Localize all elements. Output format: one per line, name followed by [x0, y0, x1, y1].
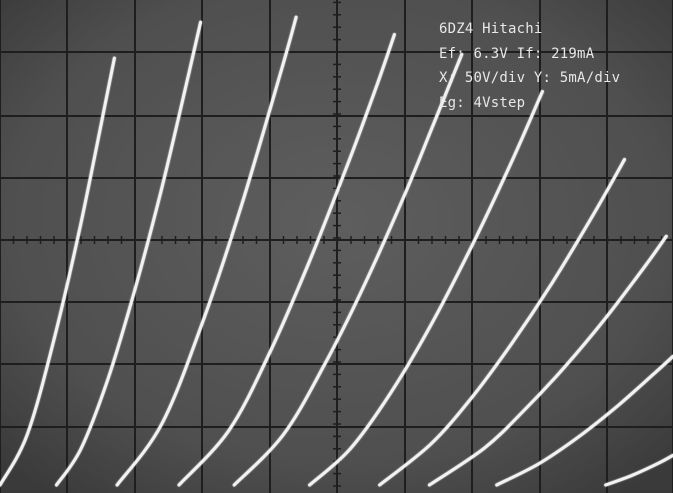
readout-scale: X: 50V/div Y: 5mA/div: [439, 70, 620, 86]
readout-filament: Ef: 6.3V If: 219mA: [439, 46, 595, 62]
plate-curve-3: [115, 15, 298, 487]
readout-grid-step: Eg: 4Vstep: [439, 95, 525, 111]
plate-curve-1: [0, 56, 116, 487]
plate-curve-7: [378, 158, 626, 487]
plate-curve-4: [177, 33, 396, 487]
plate-curve-8: [427, 234, 668, 487]
plate-curve-9: [495, 354, 673, 487]
plate-curve-10: [604, 453, 673, 487]
readout-tube-type: 6DZ4 Hitachi: [439, 21, 543, 37]
plate-curve-5: [232, 52, 464, 487]
plate-curves: [0, 15, 673, 487]
settings-readout: 6DZ4 Hitachi Ef: 6.3V If: 219mA X: 50V/d…: [439, 21, 620, 111]
plate-curve-2: [55, 20, 203, 487]
plate-curve-6: [308, 90, 544, 487]
